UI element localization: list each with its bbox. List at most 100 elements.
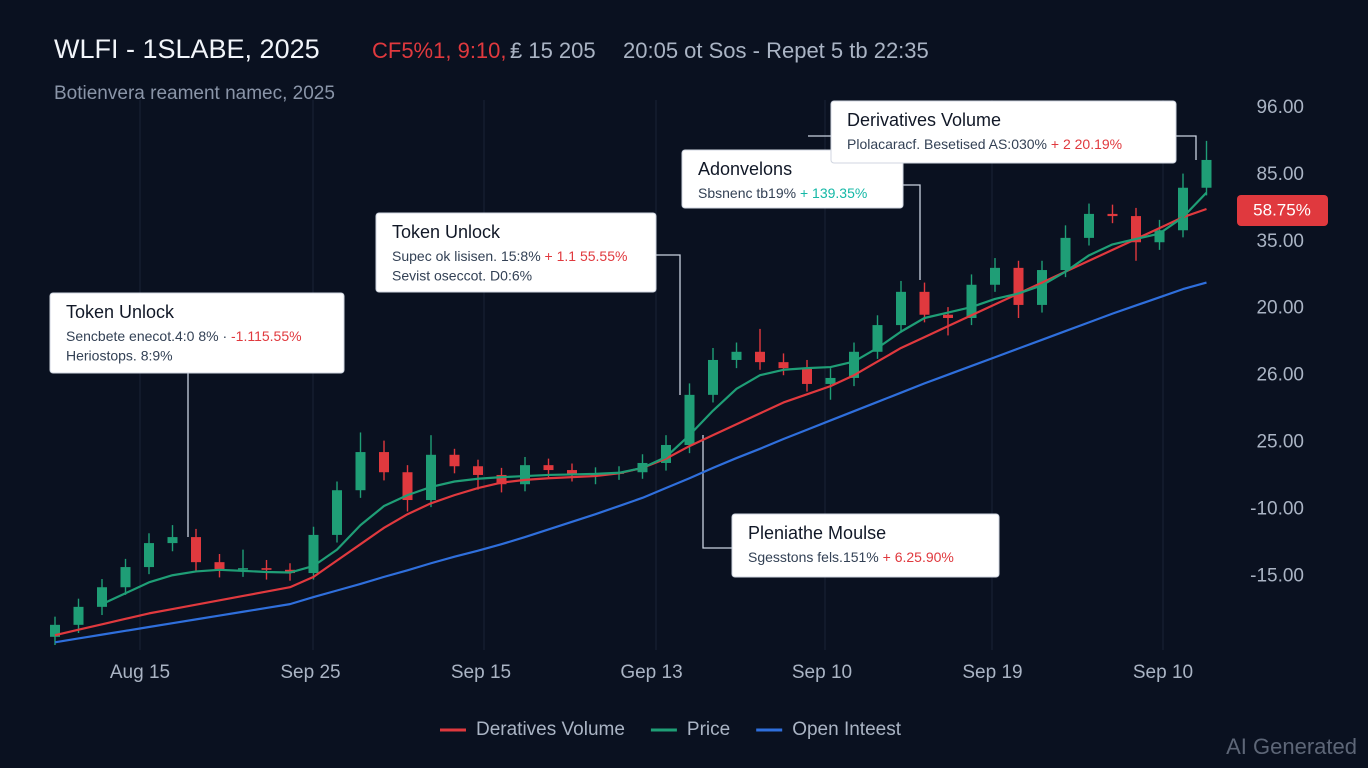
candle-body: [73, 606, 84, 625]
y-axis-label: 35.00: [1256, 231, 1304, 252]
annotation: Pleniathe Moulse Sgesstons fels.151% + 6.…: [731, 513, 1000, 578]
candle-body: [731, 351, 742, 360]
annotation-text-part: Plolacaracf. Besetised AS:030%: [847, 136, 1051, 152]
candle-body: [238, 568, 248, 570]
annotation: Adonvelons Sbsnenc tb19% + 139.35%: [681, 149, 904, 209]
candle-body: [778, 362, 789, 369]
annotations: Token Unlock Sencbete enecot.4:0 8% · -1.…: [49, 100, 1177, 578]
candle-body: [402, 472, 413, 501]
legend-label: Open Inteest: [792, 719, 902, 740]
candle-body: [1201, 159, 1212, 188]
y-axis-label: 96.00: [1256, 97, 1304, 118]
candle-body: [1037, 270, 1047, 305]
legend-label: Deratives Volume: [476, 719, 625, 740]
header-alert: CF5%1, 9:10,: [372, 38, 507, 63]
candle-body: [1084, 213, 1094, 238]
candle-body: [308, 534, 319, 574]
candle-body: [708, 359, 718, 395]
subtitle: Botienvera reament namec, 2025: [54, 83, 335, 104]
candle-body: [802, 368, 812, 384]
candle-body: [567, 470, 577, 475]
x-axis-label: Sep 10: [792, 662, 852, 683]
annotation-title: Token Unlock: [66, 302, 175, 322]
chart-title: WLFI - 1SLABE, 2025: [54, 34, 320, 64]
candle-body: [355, 452, 366, 491]
annotation-text2: Sevist oseccot. D0:6%: [392, 268, 532, 284]
candle-body: [966, 284, 977, 318]
candle-body: [144, 543, 154, 568]
annotation-text: Sencbete enecot.4:0 8% · -1.115.55%: [66, 328, 302, 344]
annotation-title: Token Unlock: [392, 222, 501, 242]
annotation-box: [731, 513, 1000, 578]
candle-body: [379, 452, 389, 473]
price-tag: 58.75%: [1253, 200, 1311, 219]
y-axis-label: 26.00: [1256, 365, 1304, 386]
candle-body: [1178, 187, 1188, 231]
candle-body: [1107, 213, 1118, 217]
candle-body: [990, 267, 1000, 285]
y-axis-label: -10.00: [1250, 498, 1304, 519]
candle-body: [943, 314, 953, 318]
annotation-text-part: Sencbete enecot.4:0 8% ·: [66, 328, 231, 344]
series-line: [54, 281, 1207, 644]
candle-body: [191, 537, 201, 563]
candle-body: [755, 351, 765, 363]
legend: Deratives Volume Price Open Inteest: [440, 719, 902, 740]
header-time: 20:05 ot Sos - Repet 5 tb 22:35: [623, 38, 929, 63]
candle-body: [520, 465, 530, 485]
x-axis-label: Aug 15: [110, 662, 170, 683]
price-tag-bg: [1237, 195, 1328, 226]
legend-label: Price: [687, 719, 730, 740]
plot-area: [50, 140, 1212, 645]
annotation-text-part: Sgesstons fels.151%: [748, 549, 883, 565]
candle-body: [1154, 230, 1165, 243]
annotation-text: Sbsnenc tb19% + 139.35%: [698, 185, 867, 201]
annotation-text-part: Sbsnenc tb19%: [698, 185, 800, 201]
y-axis-label: 85.00: [1256, 164, 1304, 185]
annotation-box: [375, 212, 657, 293]
x-axis-label: Sep 19: [962, 662, 1022, 683]
candle-body: [167, 537, 178, 544]
annotation-box: [49, 292, 345, 374]
x-axis-label: Sep 15: [451, 662, 511, 683]
annotation-title: Pleniathe Moulse: [748, 523, 886, 543]
candle-body: [496, 474, 507, 485]
annotation-title: Derivatives Volume: [847, 110, 1001, 130]
candle-body: [261, 568, 272, 570]
candle-body: [1131, 216, 1141, 243]
candle-body: [120, 567, 131, 588]
series-line: [101, 191, 1208, 606]
connector: [656, 254, 681, 395]
annotation-box: [681, 149, 904, 209]
candle-body: [332, 490, 342, 535]
annotation-highlight: + 139.35%: [800, 185, 867, 201]
candle-body: [214, 562, 225, 570]
candle-body: [919, 291, 930, 315]
connector: [1176, 135, 1197, 160]
x-axis-label: Sep 25: [280, 662, 340, 683]
header-meta: ₤ 15 205: [510, 38, 596, 63]
annotation-text-part: Supec ok lisisen. 15:8%: [392, 248, 545, 264]
annotation-highlight: + 6.25.90%: [883, 549, 954, 565]
candle-body: [1060, 237, 1071, 271]
candle-body: [872, 325, 883, 352]
annotation: Token Unlock Supec ok lisisen. 15:8% + 1.…: [375, 212, 657, 293]
y-axis-label: 20.00: [1256, 298, 1304, 319]
candle-body: [50, 624, 60, 637]
annotation-highlight: + 1.1 55.55%: [545, 248, 628, 264]
candle-body: [473, 466, 483, 475]
annotation: Derivatives Volume Plolacaracf. Besetised…: [830, 100, 1177, 164]
annotation-highlight: -1.115.55%: [231, 328, 302, 344]
candle-body: [1013, 267, 1024, 305]
annotation-text2: Heriostops. 8:9%: [66, 348, 173, 364]
candle-body: [661, 444, 671, 463]
annotation-box: [830, 100, 1177, 164]
y-axis-label: 25.00: [1256, 432, 1304, 453]
annotation: Token Unlock Sencbete enecot.4:0 8% · -1.…: [49, 292, 345, 374]
annotation-text: Supec ok lisisen. 15:8% + 1.1 55.55%: [392, 248, 627, 264]
x-axis-label: Gep 13: [620, 662, 682, 683]
connector: [903, 184, 921, 280]
candle-body: [849, 351, 859, 378]
candle-body: [97, 587, 107, 607]
